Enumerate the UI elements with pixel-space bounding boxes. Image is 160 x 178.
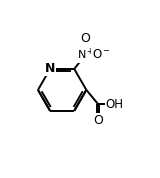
Text: N: N	[45, 62, 55, 75]
Text: OH: OH	[105, 98, 123, 111]
Text: $\mathrm{N}^+$: $\mathrm{N}^+$	[77, 47, 94, 62]
Text: $\mathrm{O}^-$: $\mathrm{O}^-$	[92, 48, 111, 61]
Text: O: O	[93, 114, 103, 127]
Text: O: O	[80, 32, 90, 45]
